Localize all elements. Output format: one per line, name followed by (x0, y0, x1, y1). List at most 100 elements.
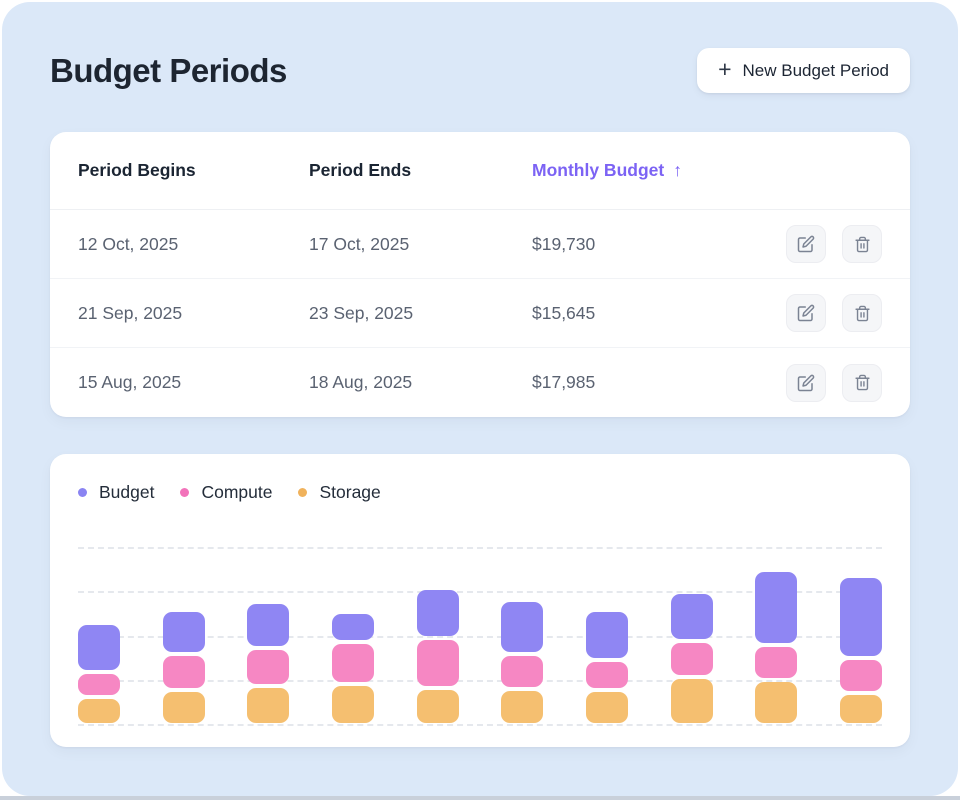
new-budget-period-button[interactable]: + New Budget Period (697, 48, 910, 93)
edit-row-button[interactable] (786, 294, 826, 332)
legend-item-compute[interactable]: Compute (180, 482, 272, 503)
budget-periods-page: Budget Periods + New Budget Period Perio… (2, 2, 958, 747)
bar-segment-compute[interactable] (331, 644, 374, 682)
stacked-bar-7[interactable] (585, 612, 628, 723)
sort-ascending-icon: ↑ (673, 160, 682, 180)
bar-segment-budget[interactable] (78, 625, 120, 670)
bar-segment-storage[interactable] (78, 699, 120, 723)
trash-icon (854, 374, 871, 391)
table-row: 12 Oct, 2025 17 Oct, 2025 $19,730 (50, 210, 910, 279)
cell-monthly-budget: $19,730 (532, 233, 596, 254)
bar-segment-compute[interactable] (839, 660, 882, 691)
delete-row-button[interactable] (842, 225, 882, 263)
gridline (78, 591, 882, 594)
bar-segment-storage[interactable] (839, 695, 882, 723)
bar-segment-storage[interactable] (416, 690, 459, 723)
bar-segment-budget[interactable] (585, 612, 628, 658)
bar-segment-storage[interactable] (162, 692, 205, 723)
page-header: Budget Periods + New Budget Period (50, 48, 910, 93)
table-header-row: Period Begins Period Ends Monthly Budget… (50, 132, 910, 210)
gridline (78, 724, 882, 726)
cell-period-ends: 18 Aug, 2025 (309, 372, 413, 392)
trash-icon (854, 305, 871, 322)
cell-period-begins: 15 Aug, 2025 (78, 372, 182, 392)
column-header-monthly-budget[interactable]: Monthly Budget ↑ (532, 160, 786, 181)
stacked-bar-8[interactable] (670, 594, 713, 723)
new-budget-period-label: New Budget Period (742, 60, 889, 80)
bar-segment-storage[interactable] (585, 692, 628, 723)
legend-item-budget[interactable]: Budget (78, 482, 154, 503)
stacked-bar-5[interactable] (416, 590, 459, 723)
table-row: 15 Aug, 2025 18 Aug, 2025 $17,985 (50, 348, 910, 417)
bar-segment-budget[interactable] (247, 604, 290, 646)
bar-segment-storage[interactable] (670, 679, 713, 723)
bar-segment-compute[interactable] (162, 656, 205, 688)
legend-dot-compute (180, 487, 190, 497)
delete-row-button[interactable] (842, 363, 882, 402)
edit-pencil-icon (797, 304, 815, 322)
cell-monthly-budget: $17,985 (532, 372, 596, 392)
stacked-bar-3[interactable] (247, 604, 290, 723)
page-title: Budget Periods (50, 51, 287, 89)
stacked-bar-4[interactable] (331, 614, 374, 723)
stacked-bar-1[interactable] (78, 625, 120, 723)
stacked-bar-9[interactable] (755, 572, 798, 723)
bar-segment-storage[interactable] (501, 691, 544, 723)
bar-segment-storage[interactable] (247, 688, 290, 723)
legend-label: Budget (99, 481, 155, 502)
bar-segment-compute[interactable] (585, 662, 628, 688)
stacked-bar-10[interactable] (839, 578, 882, 723)
edit-pencil-icon (797, 374, 815, 392)
bar-segment-storage[interactable] (755, 682, 798, 723)
window-bottom-edge (0, 796, 960, 800)
plus-icon: + (718, 56, 732, 82)
row-actions (786, 363, 882, 402)
edit-row-button[interactable] (786, 363, 826, 402)
budget-chart-card: Budget Compute Storage (50, 454, 910, 747)
bar-segment-compute[interactable] (416, 640, 459, 686)
table-body: 12 Oct, 2025 17 Oct, 2025 $19,730 (50, 210, 910, 417)
legend-label: Compute (201, 481, 273, 502)
cell-period-ends: 17 Oct, 2025 (309, 233, 410, 254)
cell-monthly-budget: $15,645 (532, 302, 596, 323)
bar-segment-compute[interactable] (78, 674, 120, 695)
trash-icon (854, 236, 871, 253)
bar-segment-budget[interactable] (501, 602, 544, 652)
stacked-bar-2[interactable] (162, 612, 205, 723)
bar-segment-budget[interactable] (162, 612, 205, 652)
column-header-period-ends[interactable]: Period Ends (309, 160, 412, 180)
gridline (78, 679, 882, 682)
edit-row-button[interactable] (786, 225, 826, 263)
table-row: 21 Sep, 2025 23 Sep, 2025 $15,645 (50, 279, 910, 348)
bar-segment-compute[interactable] (501, 656, 544, 687)
cell-period-ends: 23 Sep, 2025 (309, 302, 414, 323)
chart-legend: Budget Compute Storage (78, 480, 882, 504)
bar-segment-compute[interactable] (755, 647, 798, 678)
bar-segment-budget[interactable] (416, 590, 459, 636)
bars-container (78, 547, 882, 723)
legend-item-storage[interactable]: Storage (298, 481, 381, 503)
edit-pencil-icon (797, 235, 815, 253)
cell-period-begins: 12 Oct, 2025 (78, 233, 179, 254)
stacked-bar-6[interactable] (501, 602, 544, 723)
budget-periods-table: Period Begins Period Ends Monthly Budget… (50, 132, 910, 417)
bar-segment-budget[interactable] (755, 572, 798, 643)
bar-segment-budget[interactable] (670, 594, 713, 639)
bar-segment-compute[interactable] (247, 650, 290, 684)
bar-segment-storage[interactable] (331, 686, 374, 723)
legend-dot-budget (78, 487, 87, 497)
cell-period-begins: 21 Sep, 2025 (78, 302, 183, 323)
bar-segment-budget[interactable] (839, 578, 882, 656)
bar-segment-compute[interactable] (670, 643, 713, 675)
row-actions (786, 294, 882, 332)
gridline (78, 635, 882, 638)
delete-row-button[interactable] (842, 294, 882, 332)
legend-label: Storage (319, 481, 381, 502)
column-header-period-begins[interactable]: Period Begins (78, 160, 196, 180)
gridline (78, 547, 882, 549)
row-actions (786, 225, 882, 263)
legend-dot-storage (298, 487, 308, 497)
bar-segment-budget[interactable] (331, 614, 374, 640)
column-header-monthly-budget-label: Monthly Budget (532, 160, 665, 180)
